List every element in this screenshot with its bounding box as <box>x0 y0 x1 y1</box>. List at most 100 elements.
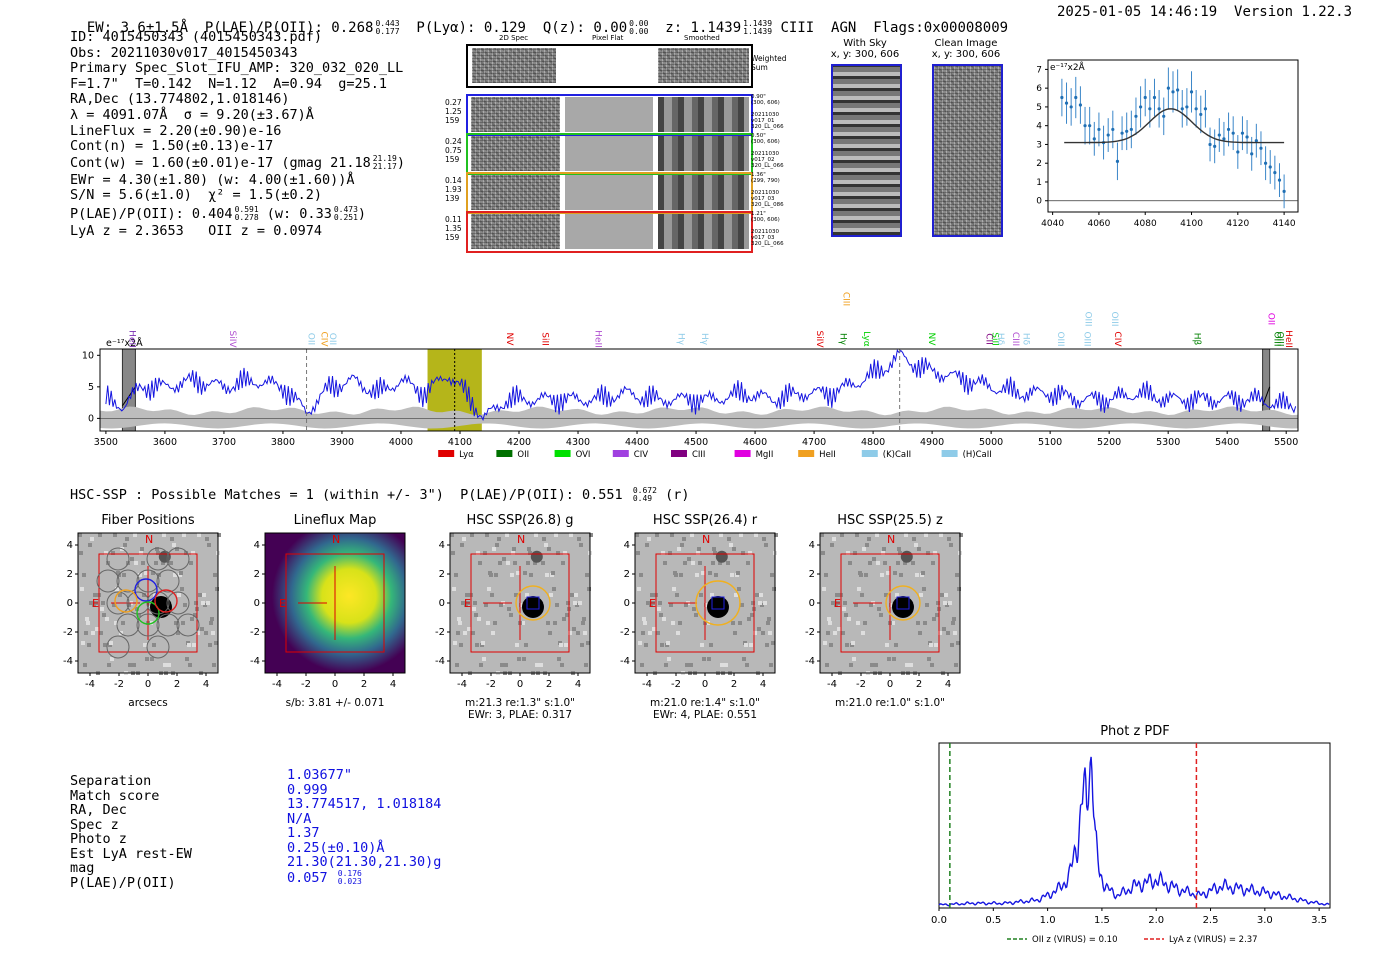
noise-pixel <box>670 533 674 537</box>
y-tick-label: 4 <box>1036 122 1042 132</box>
y-tick-label: 0 <box>439 598 445 609</box>
emission-line-label: NV <box>926 333 936 347</box>
noise-pixel <box>949 543 953 547</box>
y-tick-label: 4 <box>439 540 445 551</box>
noise-pixel <box>138 573 142 577</box>
noise-pixel <box>861 631 865 635</box>
noise-pixel <box>93 593 97 597</box>
noise-pixel <box>956 641 960 645</box>
noise-pixel <box>576 631 580 635</box>
emission-line-label: OII <box>305 333 315 345</box>
noise-pixel <box>828 621 832 625</box>
noise-pixel <box>953 631 957 635</box>
info-primary: Primary Spec_Slot_IFU_AMP: 320_032_020_L… <box>70 60 404 77</box>
noise-pixel <box>916 621 920 625</box>
noise-pixel <box>477 617 481 621</box>
emission-line-label: OIII <box>1274 331 1284 346</box>
noise-pixel <box>145 657 149 661</box>
noise-pixel <box>586 641 590 645</box>
noise-pixel <box>865 543 869 547</box>
match-value: N/A <box>287 810 312 827</box>
noise-pixel <box>918 631 922 635</box>
noise-pixel <box>139 551 143 555</box>
noise-pixel <box>875 533 879 537</box>
noise-pixel <box>870 663 874 667</box>
noise-pixel <box>700 643 704 647</box>
noise-pixel <box>887 657 891 661</box>
noise-pixel <box>148 603 152 607</box>
noise-pixel <box>583 631 587 635</box>
neighbor-blob <box>530 550 543 563</box>
legend-lya-label: LyA z (VIRUS) = 2.37 <box>1169 935 1258 945</box>
noise-pixel <box>493 621 497 625</box>
noise-pixel <box>535 663 539 667</box>
noise-pixel <box>153 593 157 597</box>
noise-pixel <box>694 613 698 617</box>
noise-pixel <box>747 617 751 621</box>
x-tick-label: 1.5 <box>1094 915 1110 926</box>
fiber-circle <box>156 613 180 637</box>
noise-pixel <box>456 631 460 635</box>
noise-pixel <box>853 551 857 555</box>
data-point <box>1268 165 1272 169</box>
noise-pixel <box>821 551 825 555</box>
ellipse-fit <box>515 585 551 621</box>
noise-pixel <box>737 587 741 591</box>
noise-pixel <box>767 617 771 621</box>
x-tick-label: 4 <box>390 679 396 690</box>
noise-pixel <box>879 613 883 617</box>
cutout-pixelflat <box>565 214 653 249</box>
data-point <box>1226 127 1231 132</box>
noise-pixel <box>141 561 145 565</box>
noise-pixel <box>450 533 454 537</box>
noise-pixel <box>671 621 675 625</box>
image-panel: N E -4 -4 -2 -2 0 0 2 2 4 4 <box>63 532 221 690</box>
noise-pixel <box>846 551 850 555</box>
x-tick-label: -2 <box>671 679 681 690</box>
plot-frame <box>938 742 1331 909</box>
noise-pixel <box>118 593 122 597</box>
fiber-circle <box>146 547 170 571</box>
noise-pixel <box>701 571 705 575</box>
noise-pixel <box>771 641 775 645</box>
noise-pixel <box>174 621 178 625</box>
legend-label: OII <box>517 450 529 460</box>
x-tick-label: 4900 <box>920 437 944 448</box>
cutout-row-info: 0.50" (300, 606) 20211030 v017_02 320_LL… <box>751 133 784 169</box>
noise-pixel <box>144 571 148 575</box>
noise-pixel <box>848 561 852 565</box>
noise-pixel <box>173 573 177 577</box>
emission-line-label: OIII <box>1083 311 1093 326</box>
data-point <box>1088 124 1092 128</box>
fiber-circle <box>126 591 150 615</box>
noise-pixel <box>950 643 954 647</box>
data-point <box>1176 88 1180 92</box>
noise-pixel <box>548 631 552 635</box>
panel-caption: arcsecs <box>128 697 168 709</box>
x-tick-label: 0.5 <box>985 915 1001 926</box>
ellipse-fit <box>695 580 741 626</box>
noise-pixel <box>886 571 890 575</box>
x-tick-label: 0 <box>332 679 338 690</box>
cutout-row-info: 1.36" (299, 790) 20211030 v017_03 320_LL… <box>751 172 784 208</box>
noise-pixel <box>561 561 565 565</box>
noise-pixel <box>481 641 485 645</box>
image-panel: N E -4 -4 -2 -2 0 0 2 2 4 4 <box>805 532 963 690</box>
noise-pixel <box>677 547 681 551</box>
y-tick-label: 4 <box>67 540 73 551</box>
noise-pixel <box>662 617 666 621</box>
image-panel: N E -4 -4 -2 -2 0 0 2 2 4 4 <box>620 532 778 690</box>
x-tick-label: 2 <box>546 679 552 690</box>
noise-pixel <box>763 601 767 605</box>
noise-pixel <box>847 617 851 621</box>
y-tick-label: 0 <box>809 598 815 609</box>
emission-line-label: SiII <box>989 332 999 346</box>
noise-pixel <box>740 603 744 607</box>
cutout-row-stats: 0.11 1.35 159 <box>445 215 462 242</box>
cutout-2dspec <box>471 214 560 249</box>
noise-pixel <box>181 621 185 625</box>
data-point <box>1152 95 1157 100</box>
noise-pixel <box>754 533 758 537</box>
noise-pixel <box>552 587 556 591</box>
cutout-smoothed <box>658 175 749 210</box>
